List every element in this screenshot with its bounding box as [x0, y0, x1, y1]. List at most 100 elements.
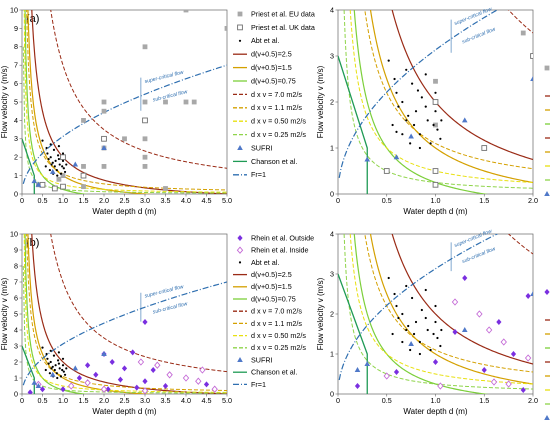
data-point-diamond — [105, 386, 111, 393]
x-tick-label: 0.5 — [38, 396, 48, 405]
data-point-dot — [49, 349, 52, 352]
y-axis-label: Flow velocity v (m/s) — [0, 277, 9, 350]
data-point-dot — [50, 163, 53, 166]
data-point-square — [81, 184, 86, 190]
data-point-dot — [44, 165, 47, 168]
data-point-diamond — [142, 378, 148, 385]
data-point-triangle — [364, 361, 371, 366]
series-dv05-curve — [27, 10, 154, 194]
data-point-dot — [407, 114, 410, 117]
data-point-diamond — [203, 381, 210, 388]
data-point-dot — [57, 362, 61, 365]
data-point-dot — [56, 174, 59, 177]
right-edge-stubs — [544, 65, 550, 196]
data-point-triangle — [237, 357, 243, 362]
data-point-triangle — [544, 191, 550, 196]
data-point-diamond — [76, 375, 82, 381]
points-group — [354, 275, 533, 393]
legend-item-label: d(v+0.5)=0.75 — [251, 294, 296, 303]
data-point-diamond — [520, 387, 526, 393]
series-dv05-curve — [391, 234, 533, 365]
data-point-square — [433, 78, 438, 84]
y-tick-label: 8 — [14, 42, 18, 51]
data-point-diamond — [162, 383, 169, 389]
data-point-dot — [424, 288, 427, 292]
x-tick-label: 4.0 — [181, 396, 191, 405]
data-point-square — [60, 173, 66, 178]
data-point-dot — [50, 367, 53, 370]
x-tick-label: 0 — [336, 396, 340, 405]
data-point-diamond — [496, 319, 502, 325]
legend-item-label: SUFRI — [251, 355, 273, 364]
data-point-dot — [57, 157, 61, 161]
data-point-dot — [58, 367, 61, 370]
x-tick-label: 0 — [20, 196, 24, 205]
x-tick-label: 1.0 — [58, 396, 68, 405]
data-point-open-diamond — [236, 246, 244, 254]
data-point-dot — [397, 105, 400, 108]
x-tick-label: 5.0 — [222, 396, 232, 405]
right-edge-stubs — [544, 289, 550, 420]
data-point-open-diamond — [437, 382, 444, 390]
x-tick-label: 2.0 — [99, 396, 109, 405]
data-point-diamond — [432, 359, 439, 365]
data-point-dot — [46, 357, 49, 360]
data-point-dot — [429, 142, 432, 145]
data-point-open-square — [237, 24, 243, 31]
x-tick-label: 0.5 — [382, 196, 392, 205]
data-point-dot — [63, 373, 67, 376]
data-point-triangle — [237, 145, 243, 150]
series-froude-curve — [338, 10, 499, 178]
data-point-dot — [46, 152, 49, 155]
x-tick-label: 3.0 — [140, 196, 150, 205]
y-axis-label: Flow velocity v (m/s) — [316, 277, 325, 350]
legend-item-label: d x v = 1.1 m2/s — [251, 319, 302, 328]
data-point-dot — [401, 312, 404, 316]
data-point-diamond — [109, 359, 115, 365]
data-point-dot — [395, 91, 398, 94]
data-point-open-diamond — [211, 385, 218, 393]
data-point-dot — [65, 367, 68, 370]
data-point-dot — [395, 130, 398, 133]
data-point-dot — [407, 324, 410, 328]
x-axis-label: Water depth d (m) — [403, 207, 468, 216]
y-tick-label: 5 — [14, 309, 18, 318]
data-point-dot — [424, 73, 427, 76]
data-point-dot — [424, 316, 427, 320]
data-point-triangle — [393, 154, 400, 160]
data-point-open-square — [80, 172, 87, 179]
data-point-open-diamond — [182, 374, 190, 382]
y-tick-label: 9 — [14, 24, 18, 33]
data-point-dot — [54, 159, 57, 162]
x-tick-label: 3.5 — [161, 196, 171, 205]
data-point-dot — [62, 370, 65, 373]
legend-item-label: Rhein et al. Outside — [251, 233, 314, 242]
data-point-dot — [49, 143, 52, 146]
x-tick-label: 2.5 — [120, 196, 130, 205]
data-point-dot — [429, 348, 432, 352]
data-point-open-diamond — [195, 377, 202, 385]
data-point-open-diamond — [141, 387, 149, 394]
series-dv05-curve — [391, 10, 533, 161]
series-dv05-curve — [24, 234, 89, 394]
data-point-open-diamond — [476, 310, 483, 318]
y-tick-label: 3 — [14, 134, 18, 143]
data-point-dot — [47, 362, 50, 365]
data-point-open-square — [60, 154, 66, 161]
data-point-open-diamond — [137, 358, 145, 366]
legend: Rhein et al. Outside Rhein et al. Inside A… — [233, 233, 314, 389]
data-point-dot — [411, 296, 414, 300]
chart-panel-1: 0 0.5 1.0 1.5 2.0 2.5 3.0 3.5 4.0 4.5 5.0 0 1 2 3 4 5 6 7 8… — [0, 5, 315, 216]
data-point-dot — [49, 156, 52, 159]
data-point-triangle — [31, 379, 38, 385]
data-point-dot — [401, 133, 404, 136]
data-point-dot — [426, 328, 429, 332]
x-tick-label: 0 — [336, 196, 340, 205]
data-point-open-diamond — [100, 385, 108, 393]
data-point-square — [81, 118, 86, 123]
legend-item-label: Fr=1 — [251, 170, 266, 179]
data-point-dot — [439, 344, 442, 348]
data-point-dot — [424, 105, 427, 108]
y-tick-label: 7 — [14, 61, 18, 70]
